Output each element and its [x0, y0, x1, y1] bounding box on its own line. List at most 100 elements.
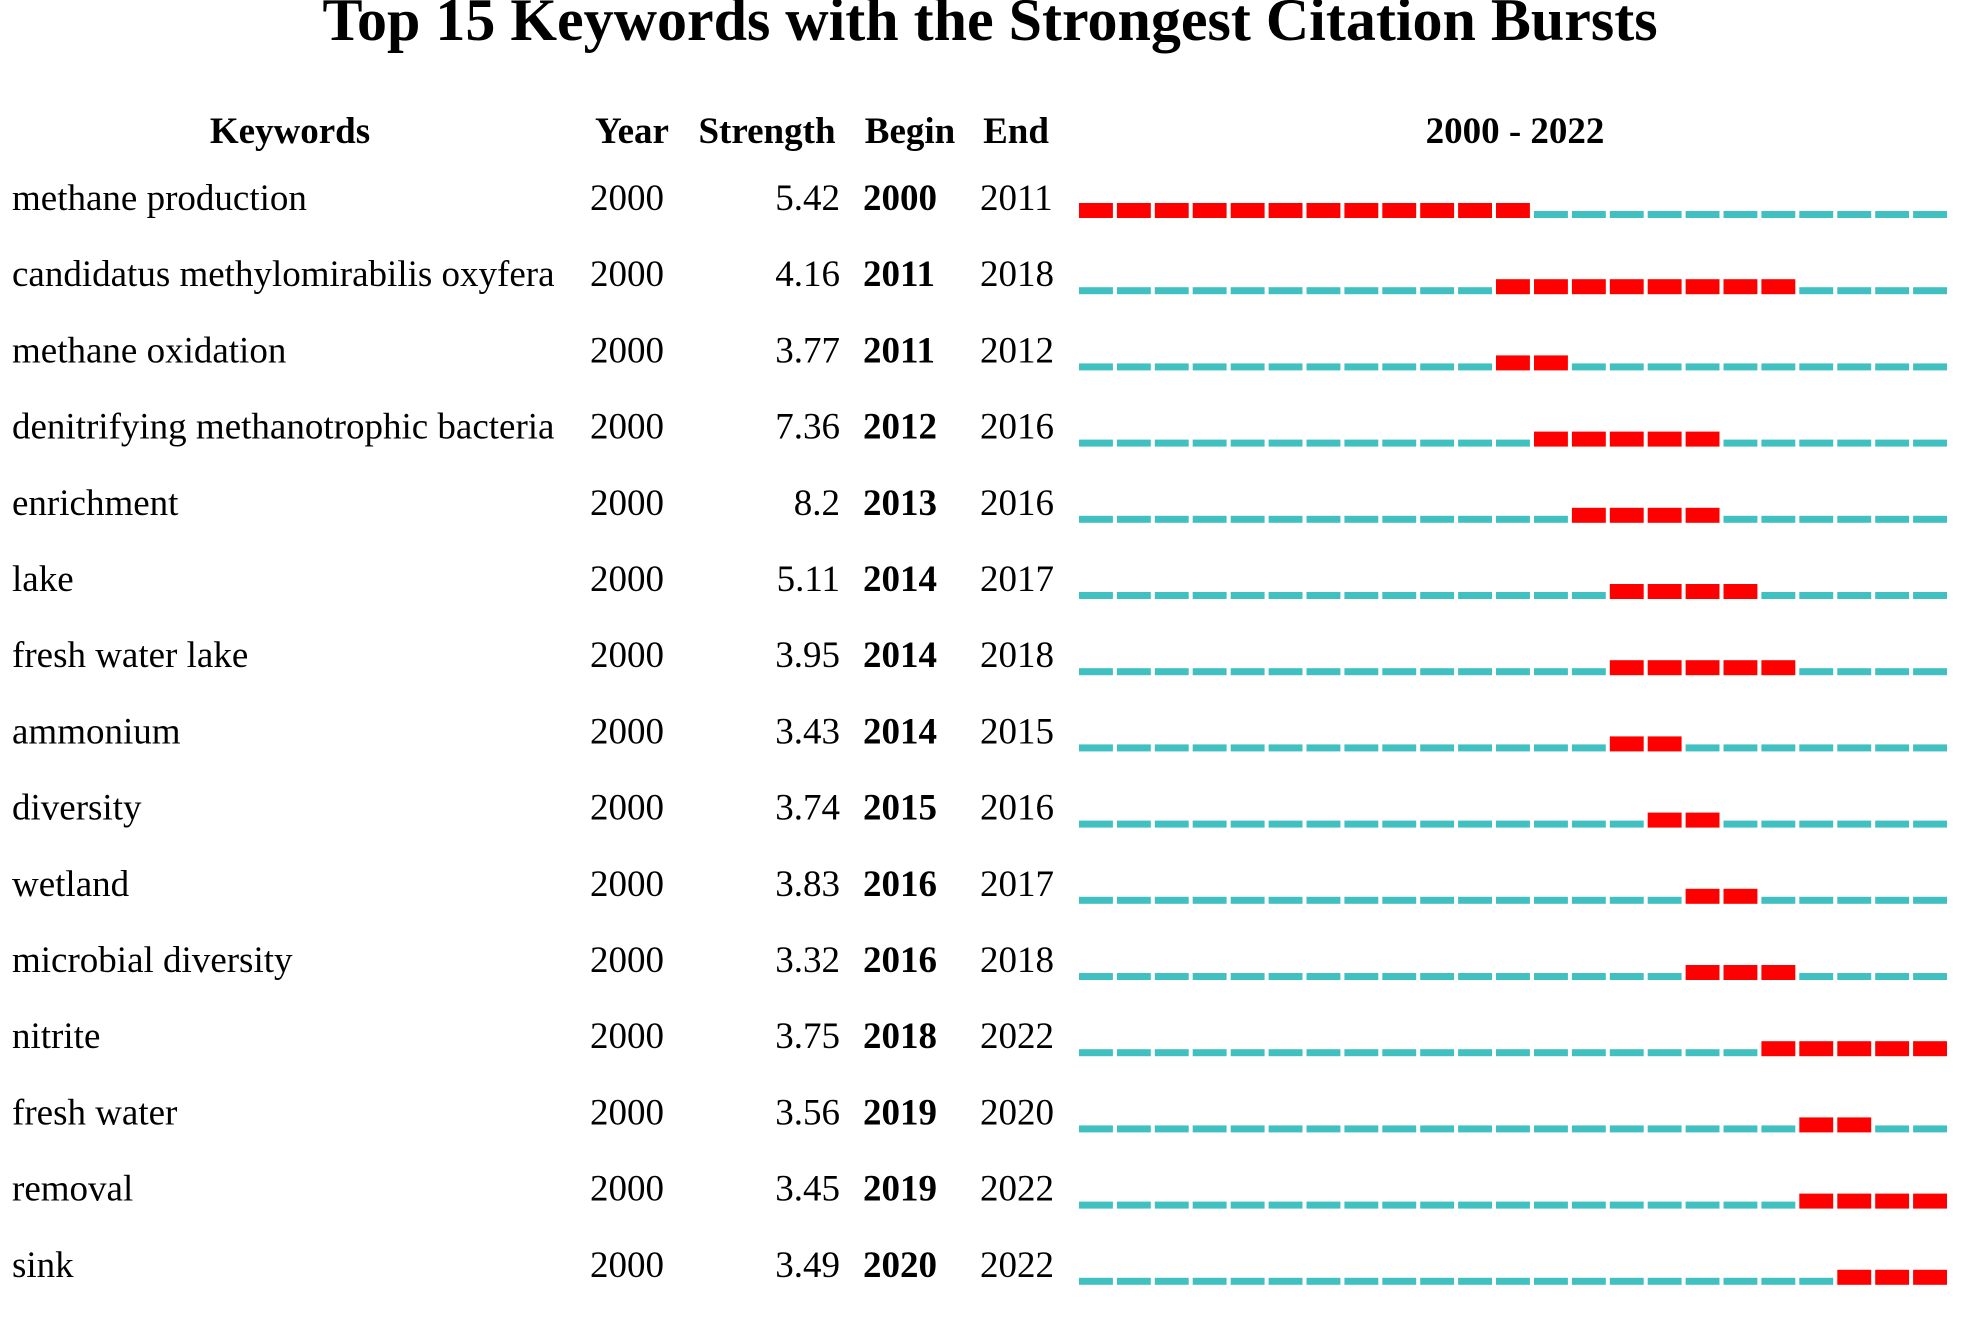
baseline-segment — [1571, 592, 1606, 599]
baseline-segment — [1192, 439, 1227, 447]
begin-year: 2018 — [863, 1016, 937, 1057]
baseline-segment — [1344, 973, 1379, 980]
baseline-segment — [1609, 1049, 1644, 1057]
baseline-segment — [1723, 1277, 1758, 1285]
baseline-segment — [1154, 820, 1189, 828]
baseline-segment — [1609, 1277, 1644, 1285]
burst-segment — [1685, 812, 1720, 828]
burst-segment — [1647, 812, 1682, 828]
baseline-segment — [1458, 668, 1492, 676]
baseline-segment — [1647, 896, 1682, 904]
baseline-segment — [1154, 668, 1189, 676]
baseline-segment — [1116, 515, 1151, 523]
burst-segment — [1685, 507, 1720, 523]
baseline-segment — [1420, 1277, 1455, 1285]
baseline-segment — [1382, 515, 1417, 523]
baseline-segment — [1723, 1125, 1758, 1133]
baseline-segment — [1116, 439, 1151, 447]
year-value: 2000 — [590, 940, 664, 981]
burst-segment — [1685, 660, 1720, 676]
begin-year: 2013 — [863, 483, 937, 524]
baseline-segment — [1230, 1277, 1265, 1285]
baseline-segment — [1534, 1125, 1568, 1133]
strength-value: 4.16 — [775, 254, 840, 295]
burst-segment — [1534, 355, 1568, 371]
baseline-segment — [1382, 973, 1417, 980]
strength-value: 3.49 — [775, 1245, 840, 1286]
keyword-label: removal — [12, 1169, 133, 1210]
burst-segment — [1837, 1041, 1872, 1057]
keyword-label: lake — [12, 559, 74, 600]
baseline-segment — [1079, 363, 1113, 371]
baseline-segment — [1609, 363, 1644, 371]
baseline-segment — [1154, 744, 1189, 752]
table-row: denitrifying methanotrophic bacteria 2000… — [12, 407, 1947, 448]
baseline-segment — [1875, 668, 1910, 676]
burst-segment — [1268, 203, 1303, 218]
baseline-segment — [1875, 592, 1910, 599]
baseline-segment — [1799, 363, 1834, 371]
baseline-segment — [1837, 744, 1872, 752]
baseline-segment — [1116, 287, 1151, 295]
baseline-segment — [1685, 744, 1720, 752]
baseline-segment — [1230, 287, 1265, 295]
baseline-segment — [1382, 668, 1417, 676]
burst-segment — [1875, 1193, 1910, 1209]
chart-title: Top 15 Keywords with the Strongest Citat… — [322, 0, 1657, 53]
baseline-segment — [1154, 287, 1189, 295]
end-year: 2020 — [980, 1092, 1054, 1133]
end-year: 2022 — [980, 1169, 1054, 1210]
table-row: lake 2000 5.11 2014 2017 — [12, 559, 1947, 600]
baseline-segment — [1913, 973, 1947, 980]
burst-segment — [1382, 203, 1417, 218]
baseline-segment — [1154, 973, 1189, 980]
baseline-segment — [1230, 515, 1265, 523]
baseline-segment — [1420, 287, 1455, 295]
baseline-segment — [1230, 820, 1265, 828]
baseline-segment — [1685, 211, 1720, 218]
baseline-segment — [1913, 439, 1947, 447]
baseline-segment — [1799, 287, 1834, 295]
year-value: 2000 — [590, 330, 664, 371]
baseline-segment — [1496, 820, 1530, 828]
burst-segment — [1913, 1041, 1947, 1057]
baseline-segment — [1534, 592, 1568, 599]
table-row: enrichment 2000 8.2 2013 2016 — [12, 483, 1947, 524]
table-row: removal 2000 3.45 2019 2022 — [12, 1169, 1947, 1210]
baseline-segment — [1154, 515, 1189, 523]
begin-year: 2014 — [863, 559, 937, 600]
baseline-segment — [1761, 592, 1796, 599]
baseline-segment — [1571, 1049, 1606, 1057]
baseline-segment — [1534, 1201, 1568, 1209]
baseline-segment — [1154, 592, 1189, 599]
baseline-segment — [1761, 1201, 1796, 1209]
keyword-label: methane production — [12, 178, 307, 219]
baseline-segment — [1534, 211, 1568, 218]
baseline-segment — [1837, 592, 1872, 599]
baseline-segment — [1420, 820, 1455, 828]
baseline-segment — [1534, 973, 1568, 980]
baseline-segment — [1458, 1125, 1492, 1133]
burst-segment — [1079, 203, 1113, 218]
baseline-segment — [1230, 744, 1265, 752]
burst-segment — [1647, 507, 1682, 523]
baseline-segment — [1496, 592, 1530, 599]
baseline-segment — [1116, 1277, 1151, 1285]
begin-year: 2019 — [863, 1092, 937, 1133]
burst-rows: methane production 2000 5.42 2000 2011candid… — [12, 178, 1947, 1286]
baseline-segment — [1913, 1125, 1947, 1133]
burst-segment — [1685, 965, 1720, 980]
year-value: 2000 — [590, 864, 664, 905]
baseline-segment — [1306, 820, 1341, 828]
baseline-segment — [1192, 668, 1227, 676]
burst-segment — [1609, 507, 1644, 523]
baseline-segment — [1116, 896, 1151, 904]
burst-segment — [1913, 1269, 1947, 1285]
baseline-segment — [1306, 744, 1341, 752]
baseline-segment — [1382, 1125, 1417, 1133]
baseline-segment — [1268, 973, 1303, 980]
baseline-segment — [1192, 744, 1227, 752]
baseline-segment — [1230, 1201, 1265, 1209]
baseline-segment — [1799, 592, 1834, 599]
table-row: candidatus methylomirabilis oxyfera 2000 4… — [12, 254, 1947, 295]
